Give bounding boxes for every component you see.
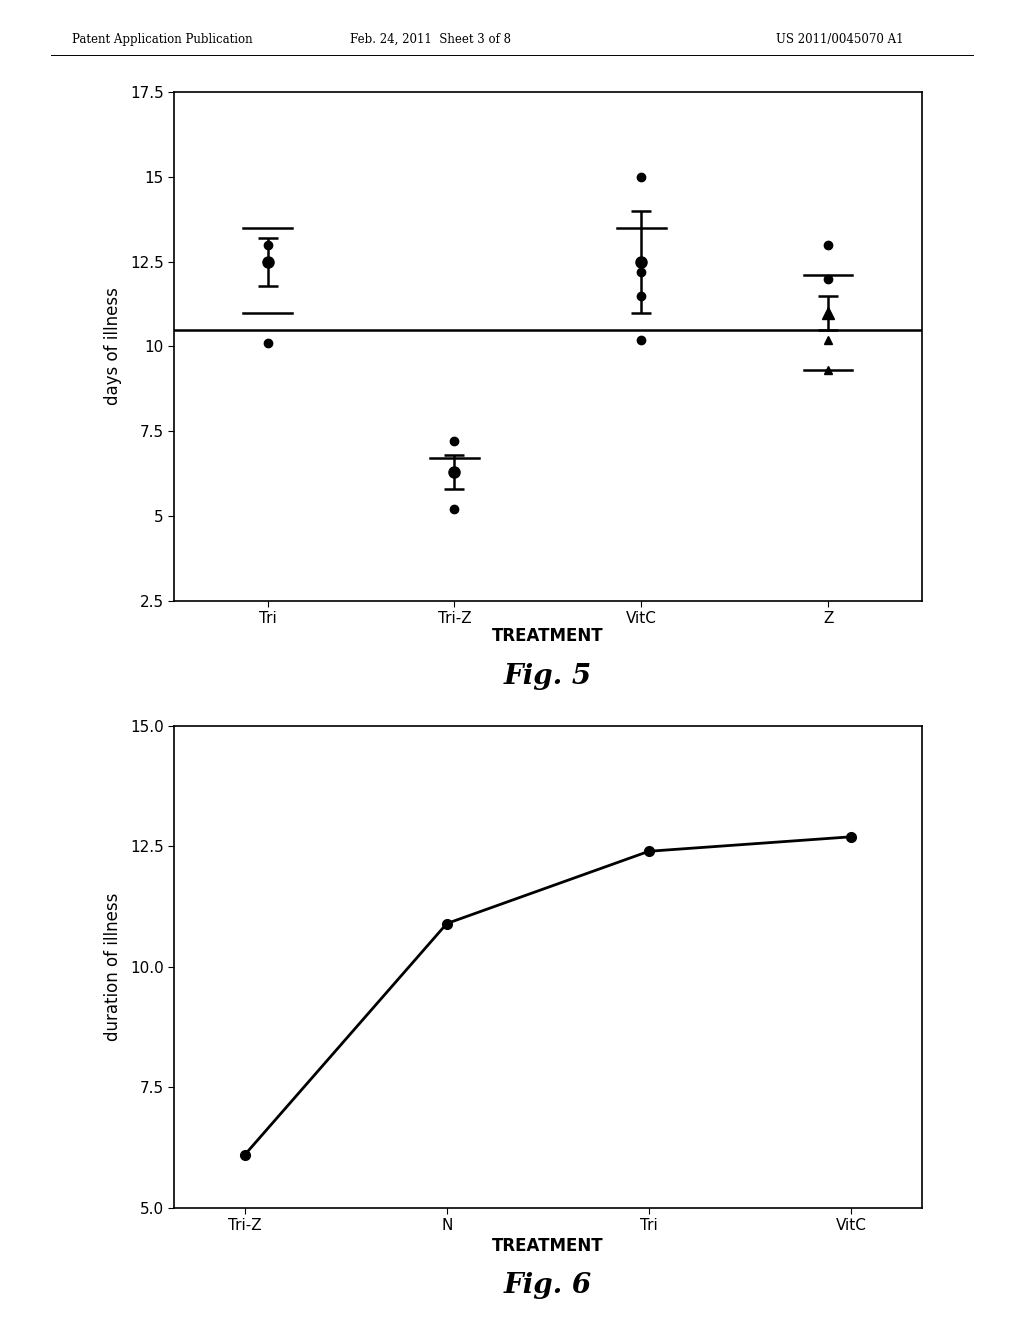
- Text: TREATMENT: TREATMENT: [492, 1237, 604, 1255]
- Text: Fig. 6: Fig. 6: [504, 1272, 592, 1299]
- Text: Fig. 5: Fig. 5: [504, 663, 592, 689]
- Text: TREATMENT: TREATMENT: [492, 627, 604, 645]
- Y-axis label: days of illness: days of illness: [103, 288, 122, 405]
- Y-axis label: duration of illness: duration of illness: [103, 892, 122, 1041]
- Text: Patent Application Publication: Patent Application Publication: [72, 33, 252, 46]
- Text: US 2011/0045070 A1: US 2011/0045070 A1: [776, 33, 903, 46]
- Text: Feb. 24, 2011  Sheet 3 of 8: Feb. 24, 2011 Sheet 3 of 8: [349, 33, 511, 46]
